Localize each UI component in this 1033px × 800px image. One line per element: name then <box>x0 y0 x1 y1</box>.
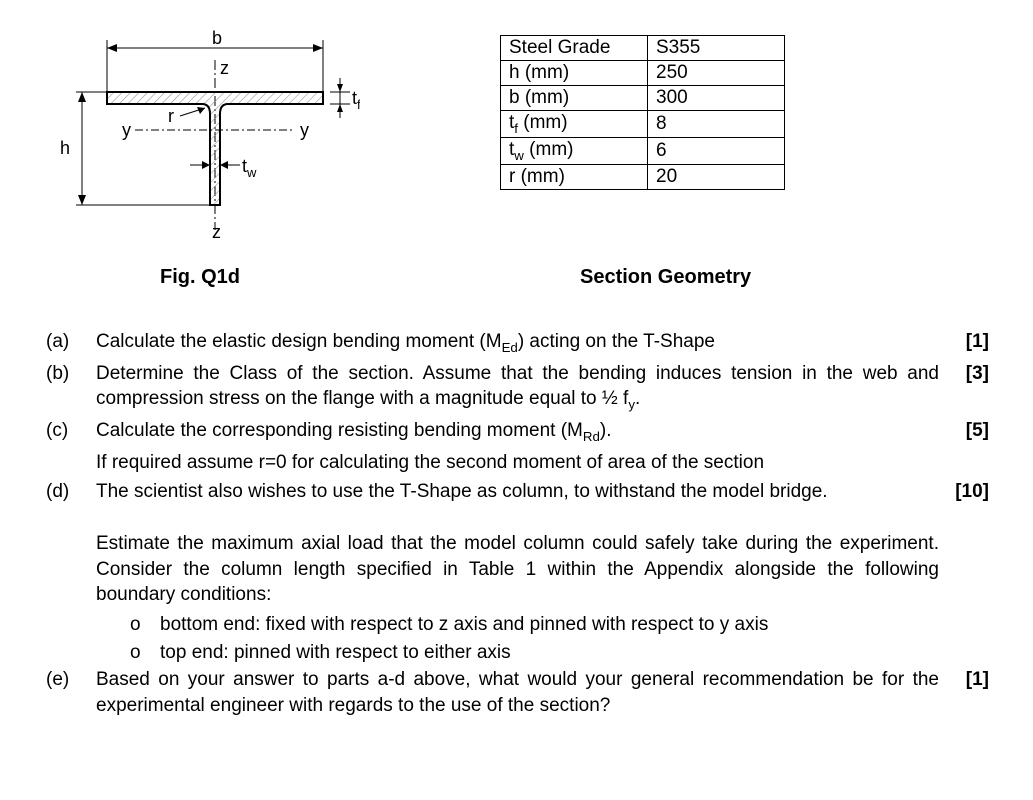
table-row: h (mm)250 <box>501 61 785 86</box>
table-row: tf (mm)8 <box>501 111 785 138</box>
question-b: (b) Determine the Class of the section. … <box>40 361 993 414</box>
question-d: (d) The scientist also wishes to use the… <box>40 479 993 505</box>
question-c: (c) Calculate the corresponding resistin… <box>40 418 993 446</box>
t-section-diagram: b z tf y y r <box>40 30 360 246</box>
table-row: b (mm)300 <box>501 86 785 111</box>
bullet-icon: o <box>130 612 160 638</box>
label-z-bot: z <box>212 222 221 240</box>
table-row: r (mm)20 <box>501 164 785 189</box>
label-r: r <box>168 106 174 126</box>
top-row: b z tf y y r <box>40 30 993 246</box>
label-b: b <box>212 30 222 48</box>
table-row: Steel GradeS355 <box>501 36 785 61</box>
question-a: (a) Calculate the elastic design bending… <box>40 329 993 357</box>
label-h: h <box>60 138 70 158</box>
question-c-note: If required assume r=0 for calculating t… <box>40 450 993 476</box>
captions-row: Fig. Q1d Section Geometry <box>40 266 993 289</box>
bullet-1: obottom end: fixed with respect to z axi… <box>40 612 993 638</box>
geometry-table: Steel GradeS355 h (mm)250 b (mm)300 tf (… <box>500 35 785 190</box>
bullet-icon: o <box>130 640 160 666</box>
geometry-caption: Section Geometry <box>360 266 993 289</box>
bullet-2: otop end: pinned with respect to either … <box>40 640 993 666</box>
figure-caption: Fig. Q1d <box>40 266 360 289</box>
table-row: tw (mm)6 <box>501 137 785 164</box>
question-d-para2: Estimate the maximum axial load that the… <box>40 531 993 608</box>
t-section-svg: b z tf y y r <box>40 30 360 240</box>
label-z-top: z <box>220 58 229 78</box>
label-y-right: y <box>300 120 309 140</box>
svg-text:tf: tf <box>352 88 360 112</box>
question-e: (e) Based on your answer to parts a-d ab… <box>40 667 993 718</box>
svg-text:tw: tw <box>242 156 257 180</box>
label-y-left: y <box>122 120 131 140</box>
